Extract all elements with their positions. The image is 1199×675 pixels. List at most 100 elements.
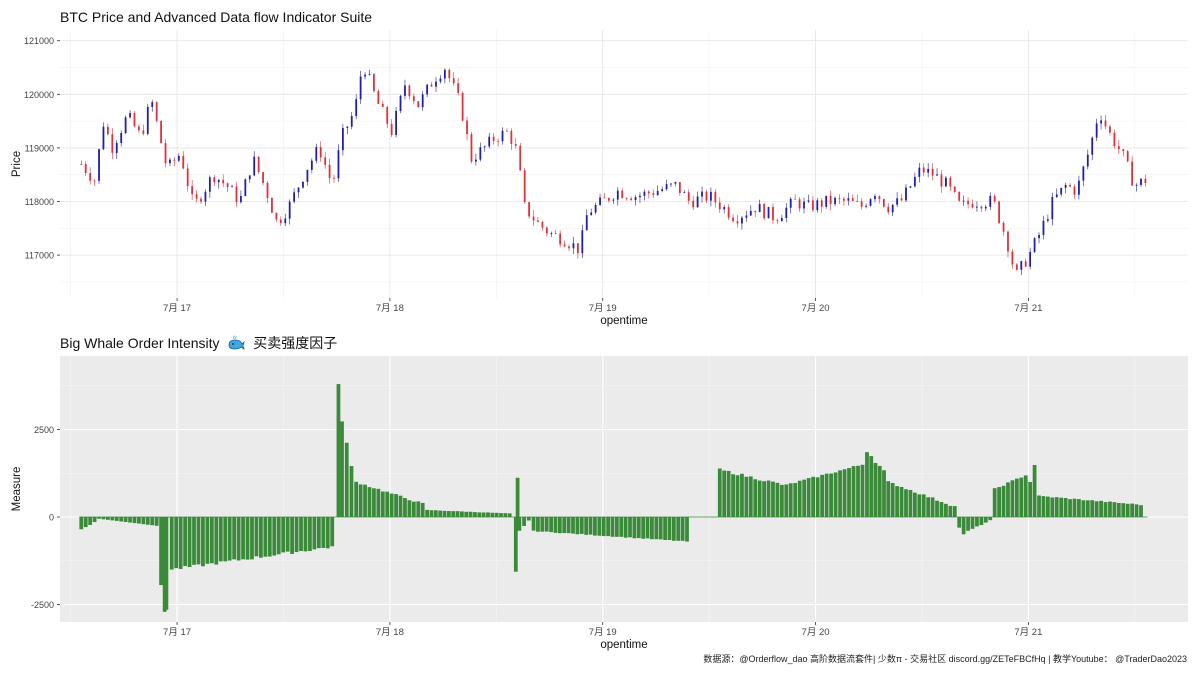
whale-bar xyxy=(349,466,354,517)
whale-bar xyxy=(952,506,957,517)
candle-body xyxy=(789,198,792,208)
candle-body xyxy=(834,197,836,205)
candle-body xyxy=(506,130,508,132)
candle-body xyxy=(820,200,823,207)
candle-body xyxy=(643,191,646,196)
whale-bar xyxy=(917,494,922,517)
candle-body xyxy=(373,74,375,92)
whale-bar xyxy=(1014,478,1019,517)
whale-bar xyxy=(806,478,811,517)
whale-bar xyxy=(303,517,308,552)
whale-bar xyxy=(921,494,926,517)
candle-body xyxy=(608,198,610,201)
candle-body xyxy=(754,210,757,213)
candle-body xyxy=(328,164,331,178)
whale-bar xyxy=(1010,480,1015,517)
candle-body xyxy=(341,127,344,151)
candle-body xyxy=(470,134,473,162)
candle-body xyxy=(940,174,943,187)
candle-body xyxy=(386,106,389,124)
candle-body xyxy=(514,144,517,146)
candle-body xyxy=(186,168,189,186)
candle-body xyxy=(293,192,296,202)
candle-body xyxy=(364,74,366,77)
candle-body xyxy=(874,196,876,200)
whale-bar xyxy=(623,517,628,538)
whale-bar xyxy=(1130,503,1135,517)
whale-bar xyxy=(88,517,93,525)
whale-bar xyxy=(316,517,321,549)
candle-body xyxy=(612,199,615,201)
whale-bar xyxy=(1019,477,1024,517)
whale-bar xyxy=(403,498,407,517)
whale-bar xyxy=(336,384,341,517)
whale-bar xyxy=(970,517,975,529)
whale-bar xyxy=(650,517,654,540)
candle-body xyxy=(439,78,442,82)
candle-body xyxy=(576,243,579,254)
candle-body xyxy=(1002,222,1005,232)
candle-body xyxy=(1060,187,1063,195)
candle-body xyxy=(1069,184,1071,187)
price-xtick-label: 7月 21 xyxy=(1014,303,1042,314)
whale-bar xyxy=(214,517,219,565)
candle-body xyxy=(257,156,260,173)
candle-body xyxy=(550,233,553,234)
candle-body xyxy=(1113,132,1116,147)
whale-bar xyxy=(842,469,847,517)
candle-body xyxy=(324,157,327,165)
candle-body xyxy=(244,179,247,197)
whale-bar xyxy=(601,517,606,537)
whale-bar xyxy=(1054,497,1059,517)
candle-body xyxy=(1082,166,1085,181)
whale-bar xyxy=(106,517,110,520)
whale-bar xyxy=(731,474,735,517)
candle-body xyxy=(710,191,712,201)
candle-body xyxy=(381,103,384,107)
candle-body xyxy=(408,85,411,97)
candle-body xyxy=(780,217,783,222)
whale-bar xyxy=(299,517,303,552)
whale-bar xyxy=(321,517,326,548)
candle-body xyxy=(169,159,171,164)
candle-body xyxy=(532,216,535,221)
whale-bar xyxy=(975,517,979,527)
whale-icon xyxy=(229,335,246,350)
candle-body xyxy=(430,84,433,87)
whale-bar xyxy=(833,472,838,517)
whale-bar xyxy=(209,517,214,564)
whale-bar xyxy=(325,517,330,549)
chart-title-price: BTC Price and Advanced Data flow Indicat… xyxy=(60,9,373,25)
whale-ytick-label: 2500 xyxy=(34,425,54,435)
candle-body xyxy=(306,169,309,182)
whale-bar xyxy=(503,513,508,517)
whale-bar xyxy=(935,500,939,517)
candle-body xyxy=(630,198,632,201)
whale-bar xyxy=(1094,501,1099,517)
candle-body xyxy=(1144,178,1147,184)
candle-body xyxy=(776,220,779,222)
candle-body xyxy=(191,185,194,195)
candle-body xyxy=(931,168,934,176)
whale-bar xyxy=(540,517,545,532)
candle-body xyxy=(1131,161,1134,186)
candle-body xyxy=(98,149,100,181)
candle-body xyxy=(1100,120,1102,124)
candle-body xyxy=(958,191,961,201)
candle-body xyxy=(426,84,429,95)
candle-body xyxy=(665,184,668,190)
whale-bar xyxy=(869,456,874,517)
whale-bar xyxy=(614,517,619,537)
whale-bar xyxy=(254,517,259,557)
candle-body xyxy=(1073,186,1076,195)
whale-bar xyxy=(442,510,447,517)
candle-body xyxy=(976,206,978,208)
whale-bar xyxy=(1050,497,1055,517)
whale-bar xyxy=(522,517,526,526)
whale-bar xyxy=(877,465,882,517)
whale-bar xyxy=(1099,500,1103,517)
candle-body xyxy=(749,210,752,216)
candle-body xyxy=(971,204,974,208)
candle-body xyxy=(475,159,477,162)
whale-bar xyxy=(250,517,254,560)
